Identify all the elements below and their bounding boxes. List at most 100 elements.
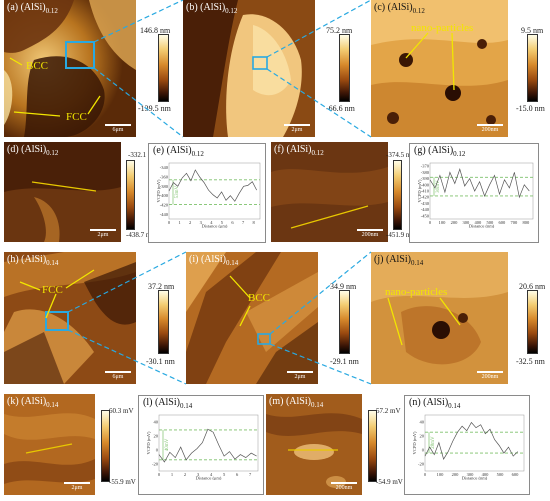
- panel-d-scalebar: 2μm: [90, 229, 116, 239]
- cpd-profile-line: [424, 421, 519, 460]
- panel-i-cbar-min: -29.1 nm: [330, 357, 359, 366]
- y-tick-label: -20: [418, 462, 425, 467]
- panel-f-scalebar: 200nm: [357, 229, 383, 239]
- panel-m-colorbar: [368, 410, 377, 482]
- panel-b-cbar-max: 75.2 nm: [326, 26, 353, 35]
- panel-c-scalebar: 200nm: [477, 124, 503, 134]
- panel-e-cpd-profile: (e) (AlSi)0.12 -340 -360 -380 -400 -420 -440 0…: [148, 143, 266, 243]
- x-tick-label: 400: [482, 472, 490, 477]
- y-tick-label: -450: [421, 213, 430, 218]
- panel-l-plot-area: 40 20 0 -20 0 1 2 3 4 5 6 7 Distance (μm) VCPD (mV) 40…: [147, 414, 259, 480]
- panel-i-scalebar: 2μm: [287, 371, 313, 381]
- plot-frame: [429, 162, 534, 220]
- x-tick-label: 6: [236, 472, 239, 477]
- x-tick-label: 0: [158, 472, 161, 477]
- x-tick-label: 2: [184, 472, 186, 477]
- bcc-annotation: BCC: [26, 60, 49, 72]
- panel-g-label: (g) (AlSi)0.12: [414, 145, 466, 158]
- panel-e-label: (e) (AlSi)0.12: [153, 145, 204, 158]
- panel-m-cbar-max: 57.2 mV: [376, 407, 401, 415]
- panel-a-cbar-max: 146.8 nm: [140, 26, 171, 35]
- panel-b-colorbar: [339, 34, 350, 102]
- y-axis-label: VCPD (mV): [147, 431, 151, 454]
- panel-a-label: (a) (AlSi)0.12: [7, 2, 58, 15]
- plot-frame: [424, 414, 525, 472]
- panel-b-cbar-min: -66.6 nm: [326, 104, 355, 113]
- x-tick-label: 3: [197, 472, 200, 477]
- panel-k-kpfm-map: (k) (AlSi)0.14 2μm: [4, 394, 95, 495]
- panel-k-cbar-min: -55.9 mV: [109, 478, 136, 486]
- x-axis-label: Distance (nm): [469, 224, 495, 229]
- panel-i-cbar-max: 34.9 nm: [330, 282, 357, 291]
- panel-h-colorbar: [158, 290, 169, 354]
- panel-m-kpfm-map: (m) (AlSi)0.14 200nm: [266, 394, 362, 495]
- x-tick-label: 0: [168, 220, 171, 225]
- x-tick-label: 300: [463, 220, 471, 225]
- cpd-profile-line: [429, 168, 530, 199]
- y-tick-label: -360: [160, 175, 169, 180]
- x-tick-label: 7: [242, 220, 245, 225]
- x-tick-label: 600: [498, 220, 506, 225]
- fcc-annotation: FCC: [66, 111, 87, 123]
- y-axis-label: VCPD (mV): [413, 431, 417, 454]
- panel-a-scalebar: 6μm: [105, 124, 131, 134]
- panel-c-cbar-max: 9.5 nm: [521, 26, 544, 35]
- panel-h-cbar-min: -30.1 nm: [146, 357, 175, 366]
- panel-b-afm-topography: (b) (AlSi)0.12 2μm: [183, 0, 315, 137]
- panel-m-scalebar: 200nm: [331, 482, 357, 492]
- panel-b-label: (b) (AlSi)0.12: [186, 2, 238, 15]
- panel-g-plot-area: -370-380-390-400 -410-420-430-440-450 0 100…: [418, 162, 534, 229]
- x-axis-label: Distance (nm): [462, 476, 488, 481]
- panel-f-cbar-max: -374.5 mV: [386, 151, 417, 159]
- panel-k-colorbar: [101, 410, 110, 482]
- panel-i-colorbar: [339, 290, 350, 354]
- panel-a-afm-topography: (a) (AlSi)0.12 BCC FCC 6μm: [4, 0, 136, 137]
- panel-k-scalebar: 2μm: [64, 482, 90, 492]
- panel-a-colorbar: [158, 34, 169, 102]
- panel-j-cbar-max: 20.6 nm: [519, 282, 546, 291]
- delta-value-label: 53mV: [175, 186, 180, 199]
- x-tick-label: 7: [249, 472, 252, 477]
- panel-i-afm-topography: (i) (AlSi)0.14 BCC 2μm: [186, 252, 318, 384]
- fcc-annotation-h: FCC: [42, 284, 63, 296]
- x-tick-label: 0: [429, 220, 432, 225]
- x-tick-label: 700: [510, 220, 518, 225]
- panel-l-cpd-profile: (l) (AlSi)0.14 40 20 0 -20 0 1 2 3 4 5 6 7 Distance …: [138, 395, 264, 495]
- delta-value-label: 28mV: [431, 436, 436, 449]
- panel-c-cbar-min: -15.0 nm: [516, 104, 545, 113]
- x-tick-label: 2: [189, 220, 191, 225]
- y-tick-label: 40: [420, 420, 425, 425]
- panel-g-cpd-profile: (g) (AlSi)0.12 -370 -380 -390 -400 -410 -420-…: [409, 143, 539, 243]
- panel-l-label: (l) (AlSi)0.14: [143, 397, 193, 410]
- x-tick-label: 300: [467, 472, 475, 477]
- panel-j-label: (j) (AlSi)0.14: [374, 254, 424, 267]
- panel-d-cbar-min: -438.7 mV: [126, 231, 157, 239]
- y-tick-label: -380: [160, 184, 169, 189]
- delta-value-label: 40mV: [165, 438, 170, 451]
- x-tick-label: 100: [439, 220, 447, 225]
- panel-j-cbar-min: -32.5 nm: [516, 357, 545, 366]
- y-tick-label: -400: [160, 193, 169, 198]
- y-tick-label: -440: [160, 212, 169, 217]
- y-axis-label: VCPD (mV): [157, 179, 161, 202]
- x-tick-label: 400: [475, 220, 483, 225]
- panel-d-cbar-max: -332.1 mV: [128, 151, 159, 159]
- y-tick-label: -410: [421, 189, 430, 194]
- x-tick-label: 8: [253, 220, 256, 225]
- panel-b-scalebar: 2μm: [284, 124, 310, 134]
- panel-n-label: (n) (AlSi)0.14: [409, 397, 461, 410]
- panel-c-afm-topography: (c) (AlSi)0.12 nano-particles 200nm: [371, 0, 508, 137]
- panel-d-colorbar: [126, 160, 135, 230]
- y-tick-label: -420: [160, 203, 169, 208]
- delta-value-label: 30mV: [436, 180, 441, 193]
- nano-particles-annotation: nano-particles: [411, 22, 474, 34]
- y-tick-label: -440: [421, 207, 430, 212]
- plot-frame: [158, 414, 259, 472]
- y-tick-label: -370: [421, 164, 430, 169]
- panel-h-cbar-max: 37.2 nm: [148, 282, 175, 291]
- x-tick-label: 800: [522, 220, 530, 225]
- x-axis-label: Distance (μm): [202, 224, 228, 229]
- cpd-profile-line: [168, 169, 258, 202]
- y-axis-label: VCPD (mV): [418, 179, 422, 202]
- x-tick-label: 4: [210, 472, 213, 477]
